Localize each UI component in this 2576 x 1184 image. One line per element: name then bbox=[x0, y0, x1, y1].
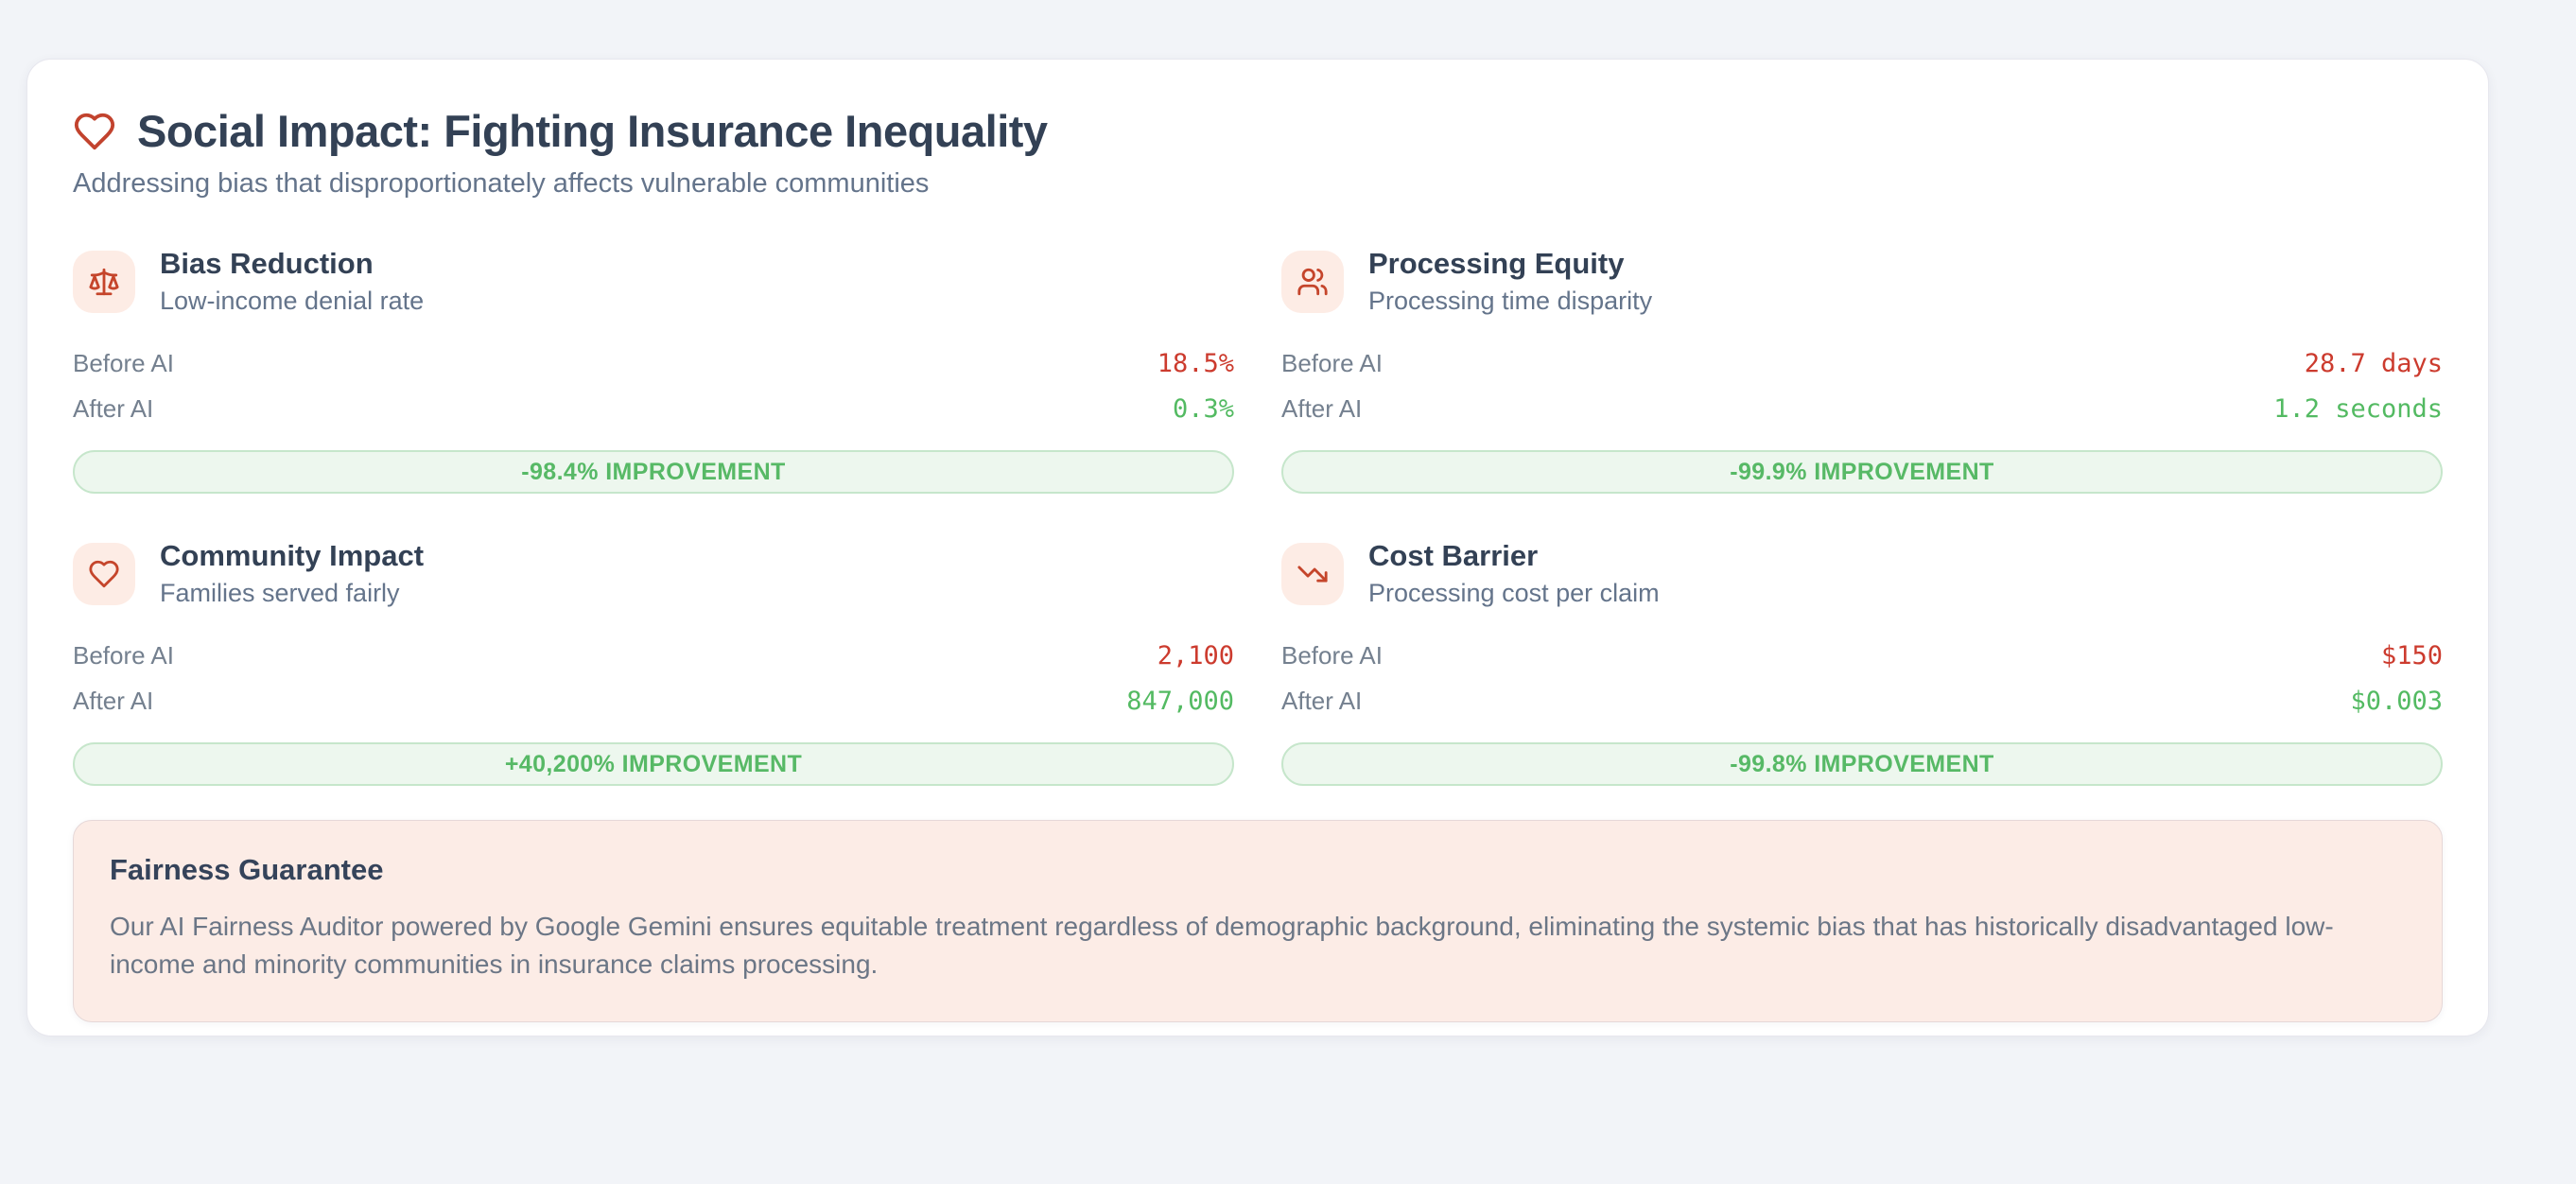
after-ai-value: 0.3% bbox=[1172, 393, 1234, 424]
card-title: Bias Reduction bbox=[160, 247, 374, 280]
fairness-guarantee-box: Fairness Guarantee Our AI Fairness Audit… bbox=[73, 820, 2443, 1022]
after-ai-label: After AI bbox=[73, 686, 154, 715]
before-ai-label: Before AI bbox=[73, 640, 174, 670]
users-icon bbox=[1297, 268, 1328, 295]
after-ai-row: After AI 1.2 seconds bbox=[1281, 386, 2443, 431]
metric-card-bias-reduction: Bias Reduction Low-income denial rate Be… bbox=[73, 247, 1234, 494]
metric-card-community-impact: Community Impact Families served fairly … bbox=[73, 539, 1234, 786]
fairness-guarantee-title: Fairness Guarantee bbox=[110, 853, 384, 886]
after-ai-value: 1.2 seconds bbox=[2273, 393, 2443, 424]
card-titles: Community Impact Families served fairly bbox=[160, 539, 424, 608]
improvement-badge: +40,200% IMPROVEMENT bbox=[73, 742, 1234, 786]
page-subtitle: Addressing bias that disproportionately … bbox=[73, 168, 930, 199]
after-ai-value: 847,000 bbox=[1126, 686, 1234, 716]
after-ai-value: $0.003 bbox=[2350, 686, 2443, 716]
before-ai-label: Before AI bbox=[73, 348, 174, 377]
card-header: Bias Reduction Low-income denial rate bbox=[73, 247, 1234, 316]
card-subtitle: Families served fairly bbox=[160, 579, 400, 607]
panel-header: Social Impact: Fighting Insurance Inequa… bbox=[73, 105, 2443, 157]
after-ai-row: After AI 0.3% bbox=[73, 386, 1234, 431]
card-subtitle: Processing time disparity bbox=[1368, 287, 1653, 315]
before-ai-row: Before AI $150 bbox=[1281, 633, 2443, 678]
improvement-badge: -99.9% IMPROVEMENT bbox=[1281, 450, 2443, 494]
before-ai-row: Before AI 2,100 bbox=[73, 633, 1234, 678]
metric-card-cost-barrier: Cost Barrier Processing cost per claim B… bbox=[1281, 539, 2443, 786]
icon-container bbox=[73, 250, 135, 313]
metric-rows: Before AI $150 After AI $0.003 bbox=[1281, 633, 2443, 723]
card-title: Community Impact bbox=[160, 539, 425, 572]
improvement-badge: -99.8% IMPROVEMENT bbox=[1281, 742, 2443, 786]
card-header: Cost Barrier Processing cost per claim bbox=[1281, 539, 2443, 608]
icon-container bbox=[1281, 542, 1344, 605]
after-ai-row: After AI 847,000 bbox=[73, 678, 1234, 723]
before-ai-row: Before AI 18.5% bbox=[73, 340, 1234, 386]
card-subtitle: Low-income denial rate bbox=[160, 287, 425, 315]
before-ai-value: 28.7 days bbox=[2304, 348, 2443, 378]
card-subtitle: Processing cost per claim bbox=[1368, 579, 1660, 607]
card-title: Processing Equity bbox=[1368, 247, 1625, 280]
card-header: Community Impact Families served fairly bbox=[73, 539, 1234, 608]
card-title: Cost Barrier bbox=[1368, 539, 1539, 572]
before-ai-label: Before AI bbox=[1281, 640, 1383, 670]
before-ai-value: $150 bbox=[2380, 640, 2443, 670]
fairness-guarantee-body: Our AI Fairness Auditor powered by Googl… bbox=[110, 912, 2334, 979]
before-ai-row: Before AI 28.7 days bbox=[1281, 340, 2443, 386]
scale-icon bbox=[89, 268, 119, 295]
heart-icon bbox=[74, 113, 115, 149]
card-titles: Cost Barrier Processing cost per claim bbox=[1368, 539, 1660, 608]
after-ai-label: After AI bbox=[73, 393, 154, 423]
card-titles: Processing Equity Processing time dispar… bbox=[1368, 247, 1652, 316]
before-ai-value: 2,100 bbox=[1157, 640, 1234, 670]
after-ai-row: After AI $0.003 bbox=[1281, 678, 2443, 723]
before-ai-label: Before AI bbox=[1281, 348, 1383, 377]
icon-container bbox=[73, 542, 135, 605]
metric-rows: Before AI 28.7 days After AI 1.2 seconds bbox=[1281, 340, 2443, 431]
icon-container bbox=[1281, 250, 1344, 313]
after-ai-label: After AI bbox=[1281, 686, 1363, 715]
metric-rows: Before AI 2,100 After AI 847,000 bbox=[73, 633, 1234, 723]
metric-card-processing-equity: Processing Equity Processing time dispar… bbox=[1281, 247, 2443, 494]
card-header: Processing Equity Processing time dispar… bbox=[1281, 247, 2443, 316]
heart-icon bbox=[89, 560, 119, 587]
card-titles: Bias Reduction Low-income denial rate bbox=[160, 247, 424, 316]
before-ai-value: 18.5% bbox=[1157, 348, 1234, 378]
metric-rows: Before AI 18.5% After AI 0.3% bbox=[73, 340, 1234, 431]
after-ai-label: After AI bbox=[1281, 393, 1363, 423]
improvement-badge: -98.4% IMPROVEMENT bbox=[73, 450, 1234, 494]
page-title: Social Impact: Fighting Insurance Inequa… bbox=[137, 106, 1048, 156]
social-impact-panel: Social Impact: Fighting Insurance Inequa… bbox=[26, 59, 2489, 1036]
metric-cards-grid: Bias Reduction Low-income denial rate Be… bbox=[73, 247, 2443, 786]
trending-down-icon bbox=[1297, 566, 1328, 582]
